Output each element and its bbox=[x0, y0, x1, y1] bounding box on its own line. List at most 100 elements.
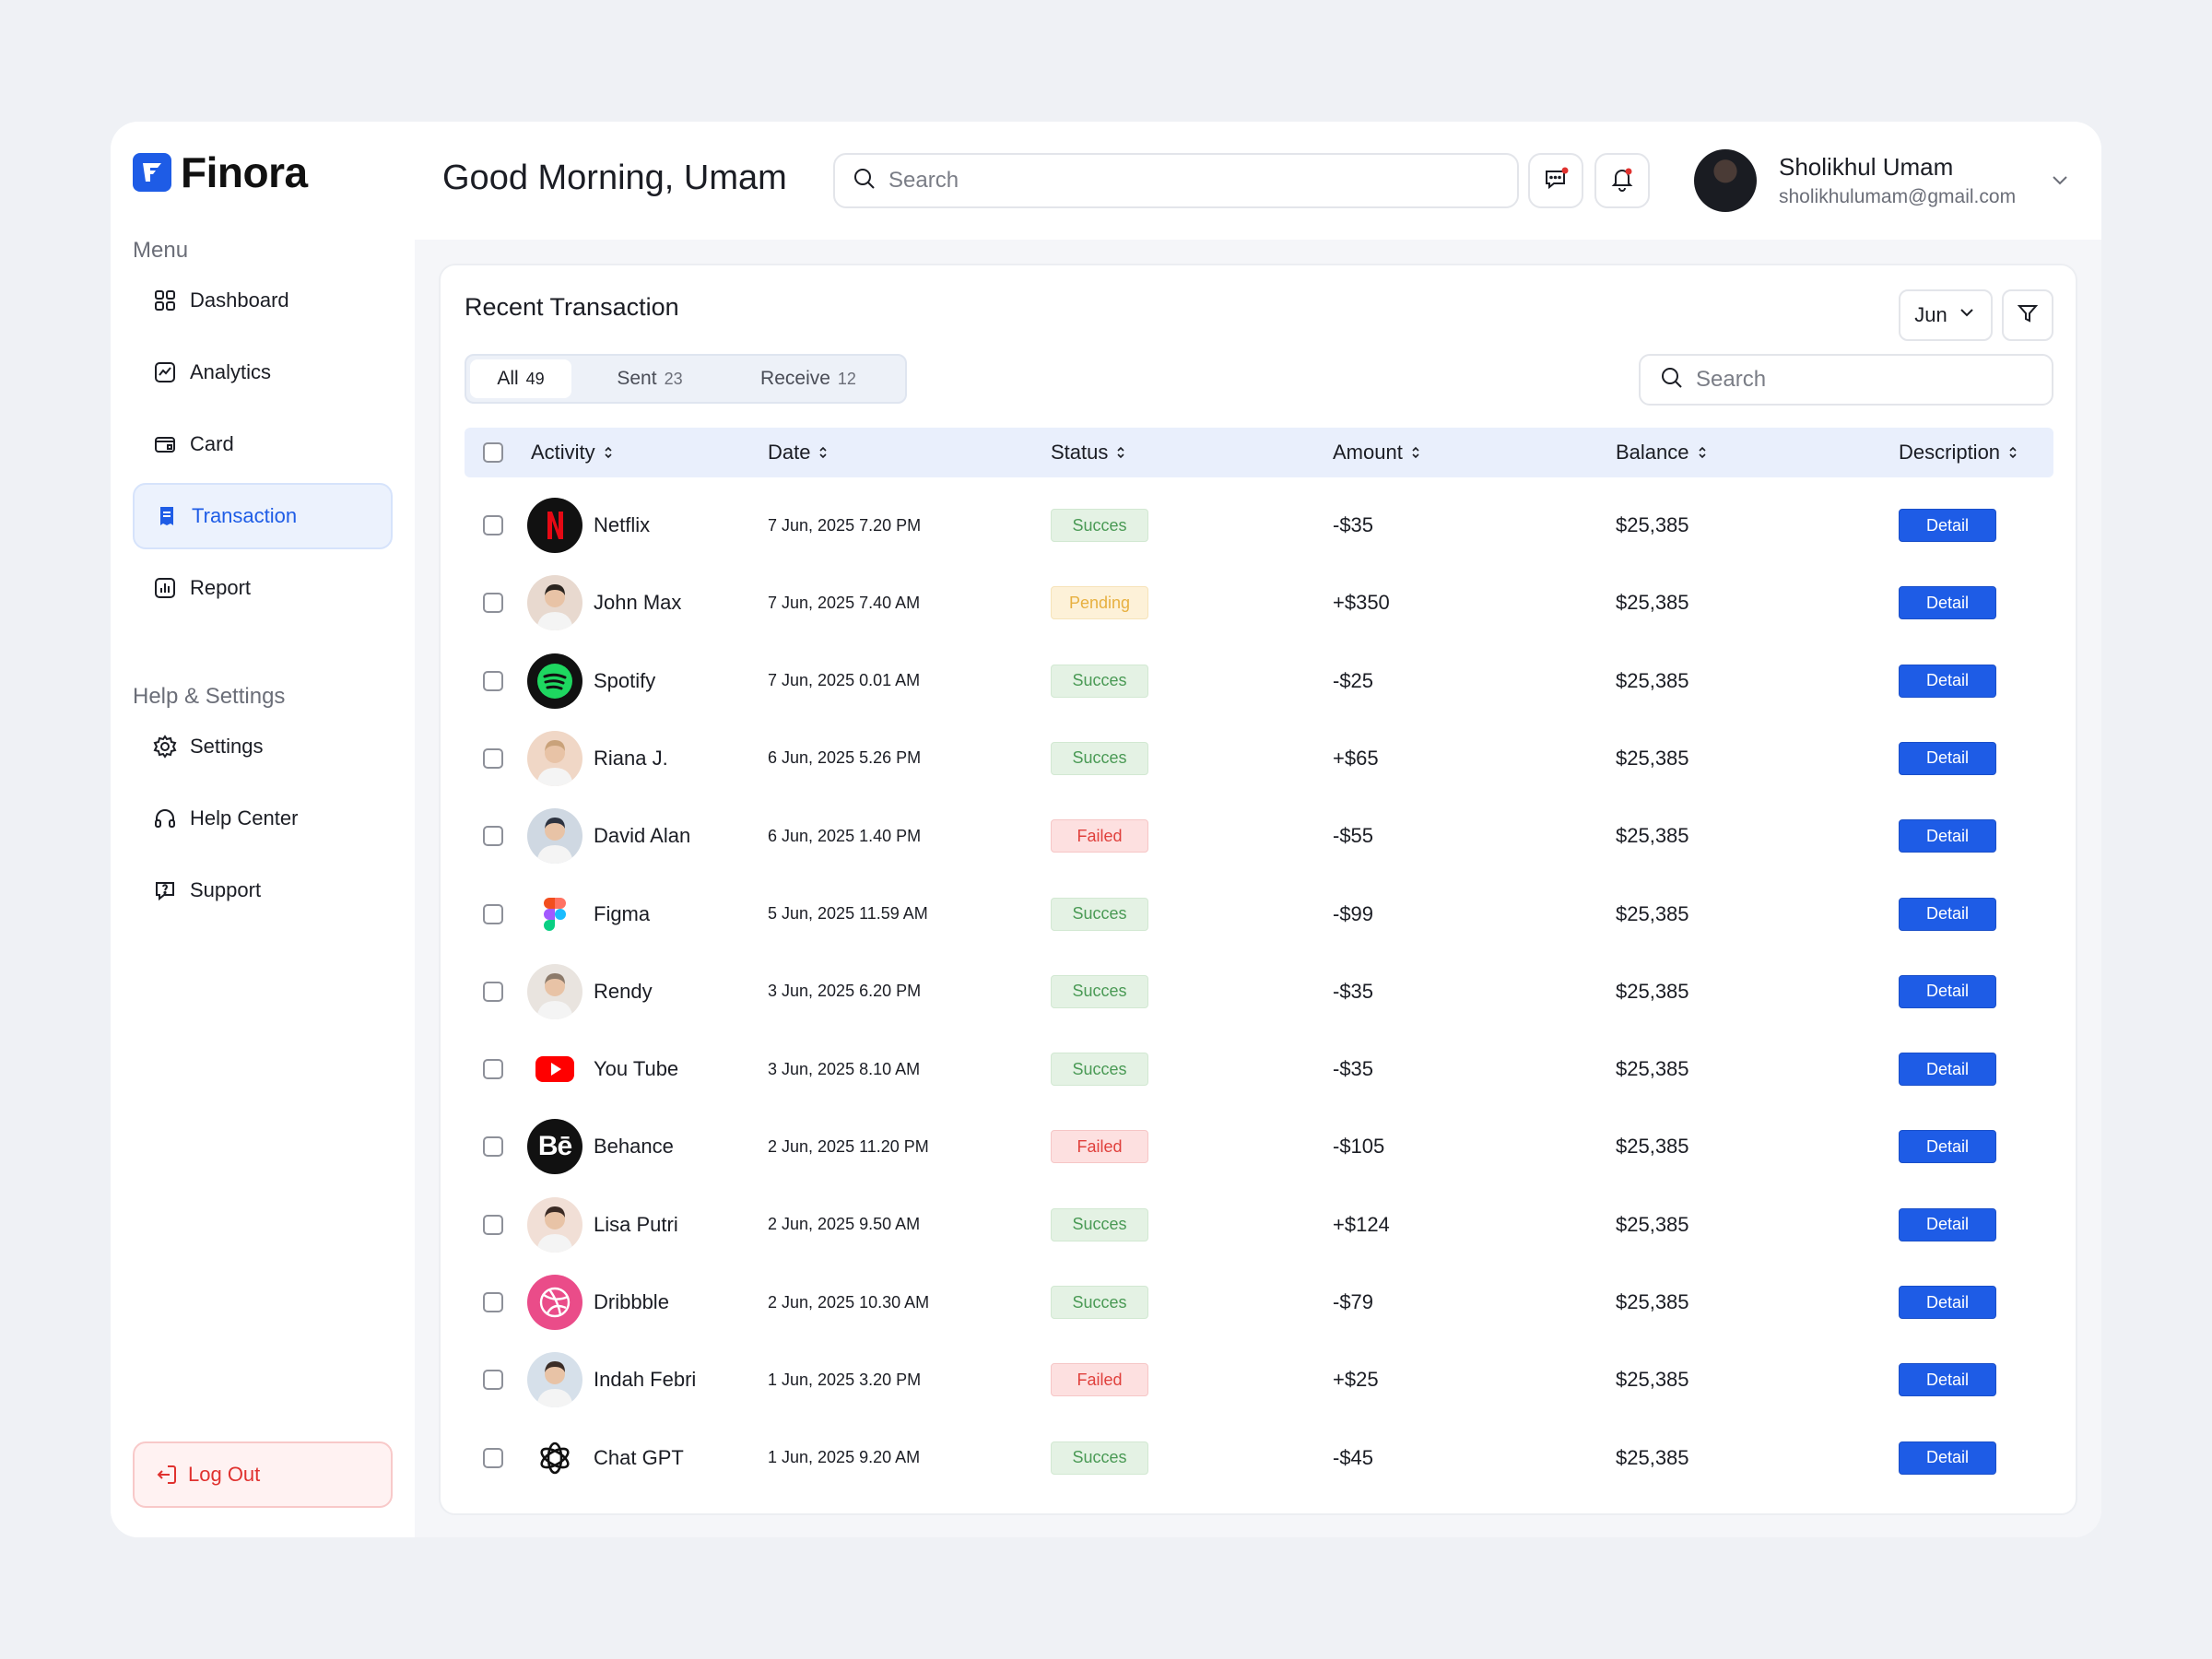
messages-button[interactable] bbox=[1528, 153, 1583, 208]
description-cell: Detail bbox=[1899, 1419, 1996, 1497]
status-cell: Succes bbox=[1051, 953, 1148, 1030]
column-activity[interactable]: Activity bbox=[531, 428, 614, 477]
detail-button[interactable]: Detail bbox=[1899, 664, 1996, 698]
sidebar-item-support[interactable]: Support bbox=[133, 857, 393, 924]
table-row[interactable]: Dribbble 2 Jun, 2025 10.30 AM Succes -$79 $2… bbox=[465, 1264, 2053, 1341]
sort-icon bbox=[1410, 445, 1421, 460]
sidebar-item-card[interactable]: Card bbox=[133, 411, 393, 477]
global-search[interactable] bbox=[833, 153, 1519, 208]
row-checkbox[interactable] bbox=[483, 1341, 503, 1418]
status-cell: Succes bbox=[1051, 1030, 1148, 1108]
row-checkbox[interactable] bbox=[483, 1419, 503, 1497]
table-row[interactable]: Rendy 3 Jun, 2025 6.20 PM Succes -$35 $25,38… bbox=[465, 953, 2053, 1030]
row-checkbox[interactable] bbox=[483, 487, 503, 564]
filter-icon bbox=[2016, 301, 2040, 330]
column-balance[interactable]: Balance bbox=[1616, 428, 1708, 477]
detail-button[interactable]: Detail bbox=[1899, 509, 1996, 542]
column-amount[interactable]: Amount bbox=[1333, 428, 1421, 477]
row-checkbox[interactable] bbox=[483, 1030, 503, 1108]
table-row[interactable]: Riana J. 6 Jun, 2025 5.26 PM Succes +$65 $25… bbox=[465, 720, 2053, 797]
transaction-search[interactable] bbox=[1639, 354, 2053, 406]
column-description[interactable]: Description bbox=[1899, 428, 2018, 477]
detail-button[interactable]: Detail bbox=[1899, 741, 1996, 775]
row-checkbox[interactable] bbox=[483, 797, 503, 875]
detail-button[interactable]: Detail bbox=[1899, 1207, 1996, 1241]
balance-value: $25,385 bbox=[1616, 1135, 1689, 1159]
brand-logo[interactable]: Finora bbox=[133, 147, 308, 197]
select-all-checkbox[interactable] bbox=[483, 428, 503, 477]
logout-button[interactable]: Log Out bbox=[133, 1441, 393, 1508]
detail-button[interactable]: Detail bbox=[1899, 819, 1996, 853]
sidebar-item-help-center[interactable]: Help Center bbox=[133, 785, 393, 852]
notifications-button[interactable] bbox=[1594, 153, 1650, 208]
table-row[interactable]: Chat GPT 1 Jun, 2025 9.20 AM Succes -$45 $25… bbox=[465, 1419, 2053, 1497]
table-row[interactable]: John Max 7 Jun, 2025 7.40 AM Pending +$350 $… bbox=[465, 564, 2053, 641]
youtube-logo-icon bbox=[527, 1041, 582, 1098]
balance-cell: $25,385 bbox=[1616, 1030, 1689, 1108]
date-value: 2 Jun, 2025 11.20 PM bbox=[768, 1136, 929, 1156]
column-status[interactable]: Status bbox=[1051, 428, 1126, 477]
table-row[interactable]: David Alan 6 Jun, 2025 1.40 PM Failed -$55 $… bbox=[465, 797, 2053, 875]
detail-button[interactable]: Detail bbox=[1899, 1286, 1996, 1319]
chevron-down-icon[interactable] bbox=[2048, 168, 2072, 196]
month-select[interactable]: Jun bbox=[1899, 289, 1993, 341]
status-cell: Succes bbox=[1051, 487, 1148, 564]
tab-label: Sent bbox=[617, 368, 657, 389]
user-avatar[interactable] bbox=[1694, 149, 1757, 212]
headset-icon bbox=[151, 805, 179, 832]
detail-button[interactable]: Detail bbox=[1899, 586, 1996, 620]
table-row[interactable]: You Tube 3 Jun, 2025 8.10 AM Succes -$35 $25… bbox=[465, 1030, 2053, 1108]
tab-all[interactable]: All 49 bbox=[470, 359, 571, 398]
table-row[interactable]: Indah Febri 1 Jun, 2025 3.20 PM Failed +$25… bbox=[465, 1341, 2053, 1418]
message-icon bbox=[1542, 165, 1570, 197]
amount-cell: -$105 bbox=[1333, 1108, 1384, 1185]
detail-button[interactable]: Detail bbox=[1899, 1053, 1996, 1087]
amount-cell: -$55 bbox=[1333, 797, 1373, 875]
sort-icon bbox=[1115, 445, 1126, 460]
detail-button[interactable]: Detail bbox=[1899, 1363, 1996, 1397]
sidebar-item-transaction[interactable]: Transaction bbox=[133, 483, 393, 549]
page-greeting: Good Morning, Umam bbox=[442, 159, 787, 197]
row-checkbox[interactable] bbox=[483, 564, 503, 641]
row-checkbox[interactable] bbox=[483, 953, 503, 1030]
sidebar-item-settings[interactable]: Settings bbox=[133, 713, 393, 780]
table-row[interactable]: Lisa Putri 2 Jun, 2025 9.50 AM Succes +$124… bbox=[465, 1186, 2053, 1264]
sidebar-item-dashboard[interactable]: Dashboard bbox=[133, 267, 393, 334]
person-avatar bbox=[527, 808, 582, 865]
tab-receive[interactable]: Receive 12 bbox=[728, 359, 888, 398]
table-row[interactable]: Spotify 7 Jun, 2025 0.01 AM Succes -$25 $25,… bbox=[465, 642, 2053, 720]
row-checkbox[interactable] bbox=[483, 1264, 503, 1341]
detail-button[interactable]: Detail bbox=[1899, 1441, 1996, 1475]
row-checkbox[interactable] bbox=[483, 720, 503, 797]
balance-cell: $25,385 bbox=[1616, 564, 1689, 641]
description-cell: Detail bbox=[1899, 720, 1996, 797]
detail-button[interactable]: Detail bbox=[1899, 897, 1996, 931]
tab-sent[interactable]: Sent 23 bbox=[571, 359, 728, 398]
tab-count: 12 bbox=[837, 369, 856, 388]
amount-cell: -$79 bbox=[1333, 1264, 1373, 1341]
status-cell: Succes bbox=[1051, 642, 1148, 720]
question-bubble-icon bbox=[151, 877, 179, 904]
chatgpt-logo-icon bbox=[527, 1430, 582, 1486]
row-checkbox[interactable] bbox=[483, 1108, 503, 1185]
row-checkbox[interactable] bbox=[483, 876, 503, 953]
transaction-search-input[interactable] bbox=[1696, 367, 2010, 393]
sidebar-item-report[interactable]: Report bbox=[133, 555, 393, 621]
table-row[interactable]: Bē Behance 2 Jun, 2025 11.20 PM Failed -$105… bbox=[465, 1108, 2053, 1185]
column-date[interactable]: Date bbox=[768, 428, 829, 477]
row-checkbox[interactable] bbox=[483, 642, 503, 720]
filter-button[interactable] bbox=[2002, 289, 2053, 341]
row-checkbox[interactable] bbox=[483, 1186, 503, 1264]
table-row[interactable]: Netflix 7 Jun, 2025 7.20 PM Succes -$35 $25,… bbox=[465, 487, 2053, 564]
global-search-input[interactable] bbox=[888, 168, 1421, 194]
description-cell: Detail bbox=[1899, 1341, 1996, 1418]
activity-name: Behance bbox=[594, 1135, 674, 1159]
logout-icon bbox=[155, 1463, 179, 1487]
detail-button[interactable]: Detail bbox=[1899, 974, 1996, 1008]
detail-button[interactable]: Detail bbox=[1899, 1130, 1996, 1164]
sidebar-item-analytics[interactable]: Analytics bbox=[133, 339, 393, 406]
bell-icon bbox=[1608, 165, 1636, 197]
user-name: Sholikhul Umam bbox=[1779, 153, 1954, 181]
gear-icon bbox=[151, 733, 179, 760]
table-row[interactable]: Figma 5 Jun, 2025 11.59 AM Succes -$99 $25,3… bbox=[465, 876, 2053, 953]
